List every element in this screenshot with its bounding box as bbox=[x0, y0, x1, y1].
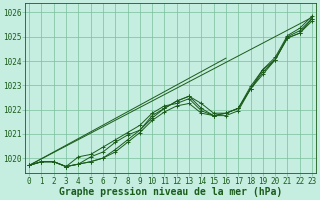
X-axis label: Graphe pression niveau de la mer (hPa): Graphe pression niveau de la mer (hPa) bbox=[59, 187, 282, 197]
